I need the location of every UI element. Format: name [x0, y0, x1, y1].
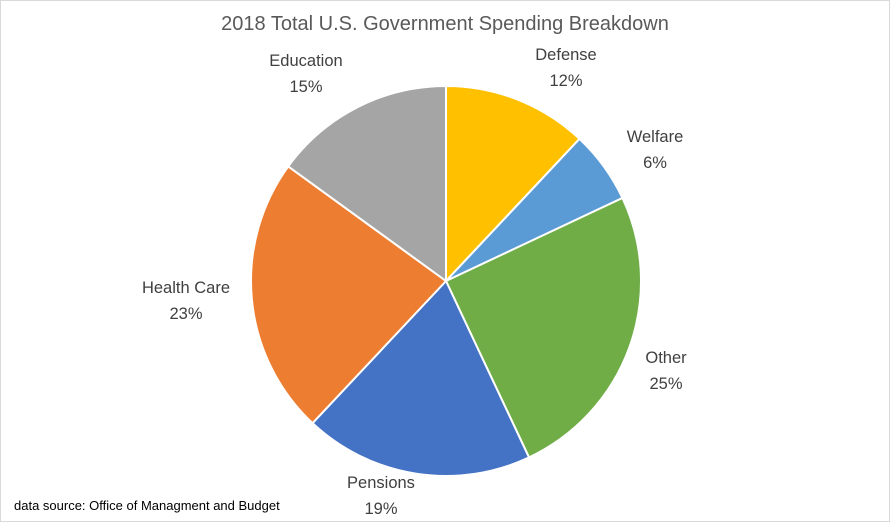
pie-slice-other [444, 196, 642, 459]
pie-slice-pensions [311, 279, 531, 477]
data-label-value: 12% [549, 72, 582, 90]
data-label-category: Other [645, 349, 687, 367]
chart-title: 2018 Total U.S. Government Spending Brea… [221, 13, 669, 35]
data-label-value: 23% [169, 305, 202, 323]
data-label-category: Defense [535, 46, 596, 64]
data-label-value: 15% [289, 78, 322, 96]
data-source-note: data source: Office of Managment and Bud… [14, 498, 280, 513]
data-label-value: 6% [643, 154, 667, 172]
data-label-value: 19% [364, 500, 397, 518]
data-label-category: Pensions [347, 474, 415, 492]
data-label-category: Education [269, 52, 342, 70]
pie-slice-education [286, 84, 447, 283]
data-label-category: Welfare [627, 128, 684, 146]
pie-slice-defense [445, 84, 581, 284]
data-label-value: 25% [649, 375, 682, 393]
pie-slice-health-care [250, 164, 448, 425]
data-label-category: Health Care [142, 279, 230, 297]
